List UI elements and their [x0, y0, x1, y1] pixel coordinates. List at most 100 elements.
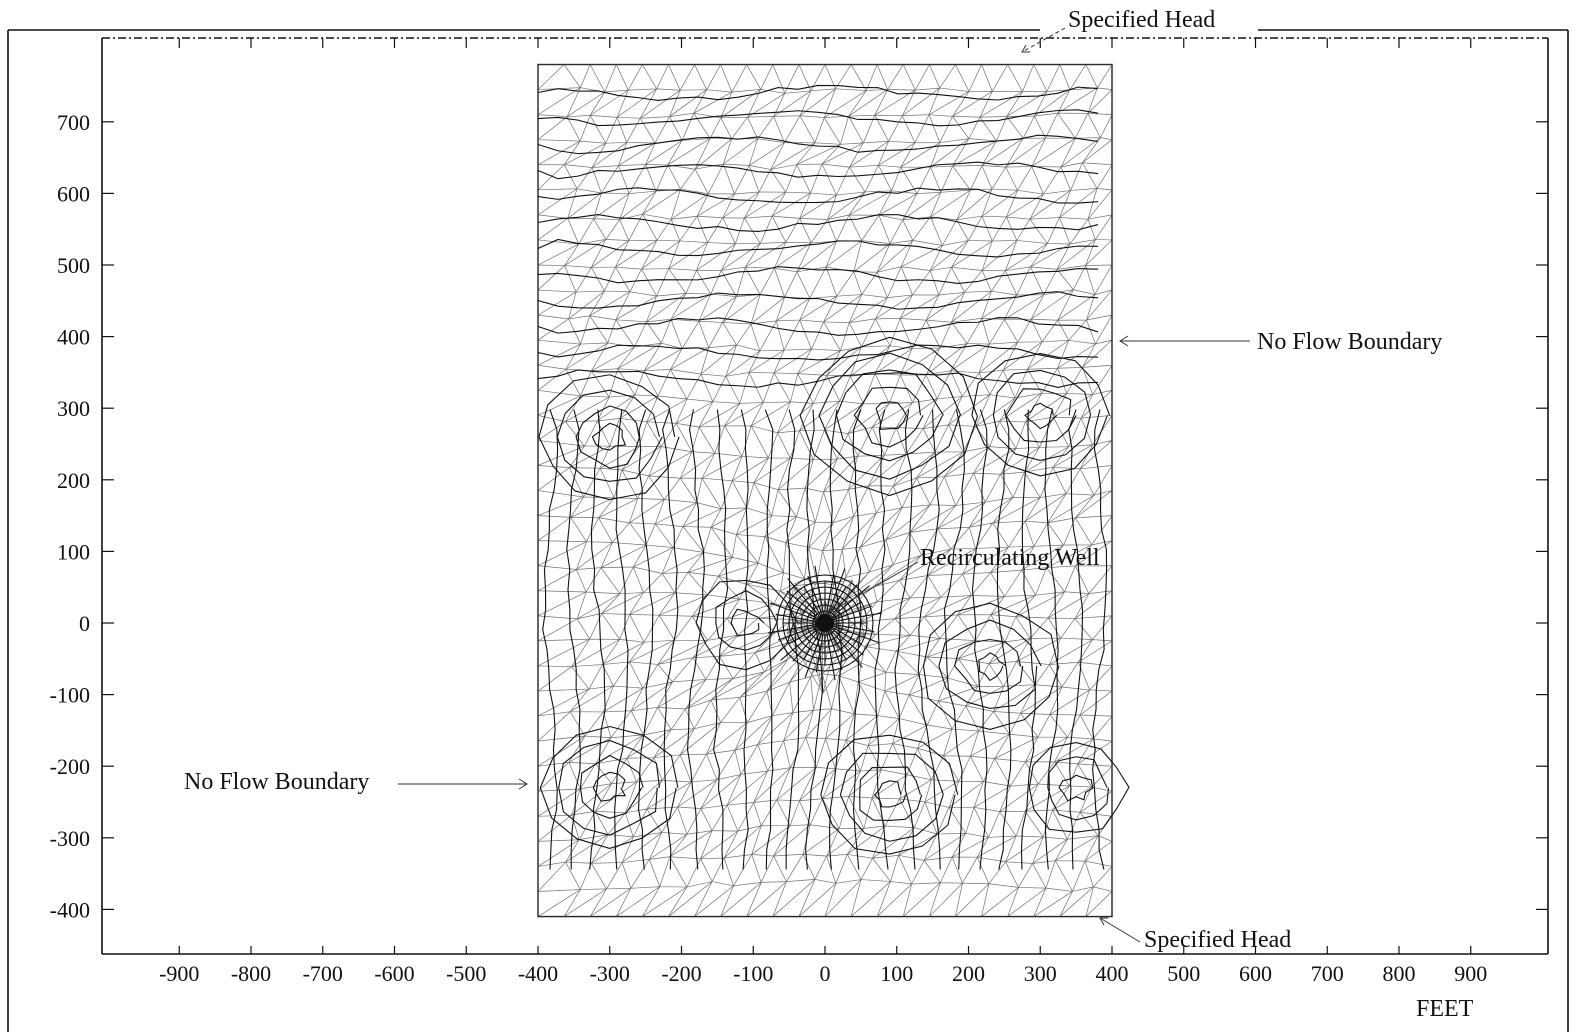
flow-line-vertical [805, 409, 824, 870]
flow-contour-loop [695, 579, 799, 671]
flow-line-horizontal [537, 317, 1099, 336]
annotation-top-specified-head: Specified Head [1021, 7, 1215, 53]
flow-line-horizontal [537, 369, 1099, 389]
flow-line-vertical [662, 409, 679, 870]
annotation-right-label: No Flow Boundary [1257, 329, 1442, 355]
flow-line-horizontal [537, 266, 1099, 284]
flow-line-vertical [874, 409, 889, 870]
x-tick-label: -400 [518, 961, 558, 986]
flow-contour-loop [875, 401, 907, 430]
annotation-left-label: No Flow Boundary [184, 769, 369, 795]
annotation-right-no-flow: No Flow Boundary [1119, 329, 1442, 355]
flow-contour-loop [1005, 388, 1077, 443]
x-tick-label: -100 [733, 961, 773, 986]
annotation-bottom-arrow [1099, 917, 1141, 943]
x-tick-label: 500 [1167, 961, 1200, 986]
x-axis-tick-labels: -900 -800 -700 -600 -500 -400 -300 -200 -100 0 100… [159, 961, 1487, 986]
flow-contour-loop [799, 336, 979, 497]
x-tick-label: 700 [1311, 961, 1344, 986]
y-tick-label: 700 [57, 110, 90, 135]
x-tick-label: 200 [952, 961, 985, 986]
flow-line-vertical [852, 409, 862, 870]
flow-line-vertical [1068, 409, 1084, 870]
flow-contour-loop [873, 780, 907, 808]
y-tick-label: -400 [50, 897, 90, 922]
x-tick-label: -500 [446, 961, 486, 986]
flow-line-horizontal [537, 344, 1099, 361]
flow-line-vertical [829, 409, 843, 870]
flow-contour-loop [539, 725, 679, 849]
annotation-well-arrow [829, 561, 919, 613]
x-tick-label: 900 [1454, 961, 1487, 986]
flow-line-horizontal [537, 134, 1099, 155]
flow-line-vertical [740, 409, 749, 870]
annotation-top-label: Specified Head [1068, 7, 1215, 33]
x-tick-label: 100 [880, 961, 913, 986]
x-tick-label: 300 [1024, 961, 1057, 986]
flow-line-vertical [785, 409, 800, 870]
plot-axes [101, 37, 1549, 955]
flow-contour-loop [592, 771, 627, 802]
mesh-triangles [537, 64, 1114, 918]
flow-contour-loop [971, 352, 1111, 477]
flow-contour-loop [1058, 774, 1094, 802]
x-tick-label: -800 [231, 961, 271, 986]
x-tick-label: -900 [159, 961, 199, 986]
flow-contour-loop [953, 638, 1024, 694]
flow-line-vertical [686, 409, 705, 870]
flow-contour-loop [938, 619, 1042, 709]
flow-contour-loop [839, 752, 944, 842]
flow-contour-loop [1024, 402, 1058, 430]
y-tick-label: 0 [79, 611, 90, 636]
flow-contour-loop [591, 422, 627, 451]
x-tick-label: 400 [1096, 961, 1129, 986]
y-tick-label: 200 [57, 468, 90, 493]
x-tick-label: 600 [1239, 961, 1272, 986]
y-tick-label: 400 [57, 325, 90, 350]
annotation-top-arrow [1021, 27, 1066, 53]
flow-line-vertical [614, 409, 629, 870]
y-tick-label: 500 [57, 253, 90, 278]
tick-marks [102, 38, 1548, 954]
y-tick-label: 100 [57, 539, 90, 564]
flow-contour-loop [579, 754, 644, 819]
flow-contour-loop [1028, 742, 1130, 833]
flow-contour-loop [835, 369, 944, 462]
flow-contour-loop [558, 739, 661, 836]
flow-line-vertical [542, 409, 559, 870]
flow-contour-loop [575, 405, 641, 469]
flow-line-vertical [1020, 409, 1036, 870]
x-tick-label: -600 [374, 961, 414, 986]
x-unit-label: FEET [1416, 996, 1474, 1022]
annotation-bottom-specified-head: Specified Head [1099, 917, 1291, 953]
x-tick-label: -700 [303, 961, 343, 986]
flow-line-vertical [1092, 409, 1108, 870]
flow-line-horizontal [537, 109, 1099, 127]
y-axis-tick-labels: 700 600 500 400 300 200 100 0 -100 -200 -300 -400 [50, 110, 90, 923]
flow-line-horizontal [537, 214, 1099, 232]
flow-contour-loop [556, 389, 663, 482]
y-tick-label: -200 [50, 754, 90, 779]
y-tick-label: 600 [57, 181, 90, 206]
flow-contour-loop [820, 734, 959, 855]
x-tick-label: -300 [590, 961, 630, 986]
flow-contour-loop [818, 352, 962, 480]
x-tick-label: 800 [1383, 961, 1416, 986]
x-tick-label: -200 [661, 961, 701, 986]
flow-line-vertical [917, 409, 941, 870]
y-tick-label: -300 [50, 826, 90, 851]
flow-contour-loop [978, 652, 1007, 682]
flow-contour-loop [715, 590, 778, 651]
flow-contour-loop [1047, 756, 1110, 821]
flow-line-vertical [894, 409, 916, 870]
flow-line-vertical [996, 409, 1012, 870]
recirculating-well-marker [816, 614, 834, 632]
flow-line-horizontal [537, 291, 1099, 310]
annotation-well-label: Recirculating Well [920, 545, 1100, 571]
y-tick-label: 300 [57, 396, 90, 421]
flow-contour-loop [859, 766, 923, 821]
flow-line-vertical [971, 409, 988, 870]
flow-line-vertical [566, 409, 581, 870]
annotation-recirculating-well: Recirculating Well [829, 545, 1100, 613]
